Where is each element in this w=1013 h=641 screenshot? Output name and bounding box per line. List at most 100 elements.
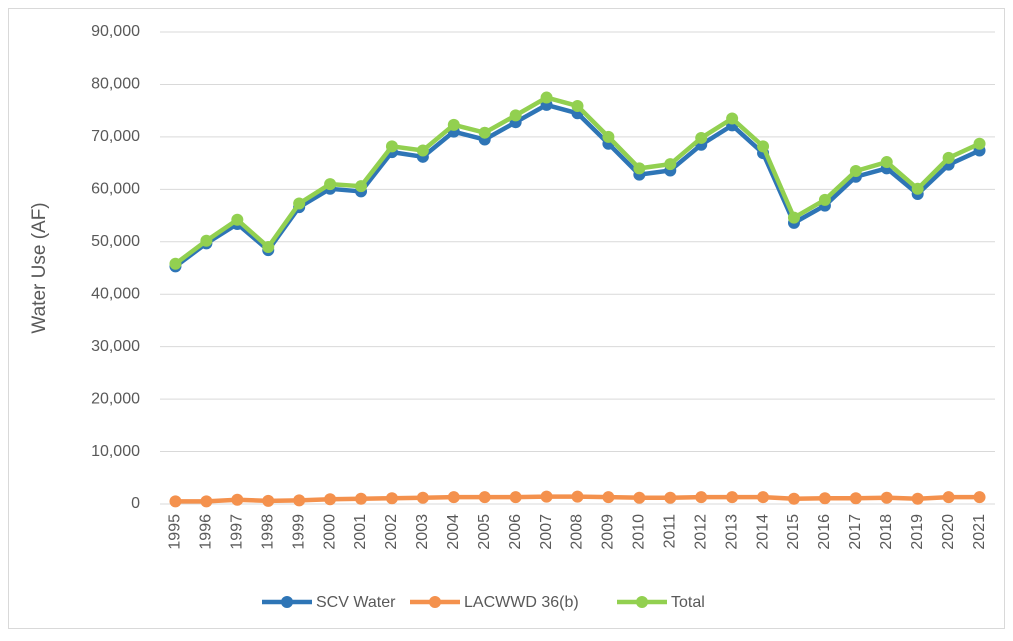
y-tick-label: 40,000 <box>91 285 140 302</box>
x-tick-label: 2004 <box>445 514 462 550</box>
x-tick-label: 2010 <box>631 514 648 550</box>
point <box>540 91 553 104</box>
x-tick-label: 2008 <box>569 514 586 550</box>
point <box>200 234 213 247</box>
point <box>818 193 831 206</box>
x-tick-label: 2019 <box>909 514 926 550</box>
point <box>355 492 368 505</box>
point <box>447 118 460 131</box>
point <box>911 492 924 505</box>
point <box>787 211 800 224</box>
point <box>478 126 491 139</box>
point <box>324 493 337 506</box>
x-tick-label: 2014 <box>754 514 771 550</box>
point <box>416 491 429 504</box>
point <box>293 494 306 507</box>
point <box>231 213 244 226</box>
point <box>385 492 398 505</box>
point <box>478 491 491 504</box>
legend-label: Total <box>671 594 705 611</box>
legend-label: SCV Water <box>316 594 396 611</box>
y-tick-label: 60,000 <box>91 181 140 198</box>
x-tick-label: 2000 <box>321 514 338 550</box>
legend-marker <box>636 596 648 608</box>
x-tick-label: 1996 <box>198 514 215 550</box>
point <box>262 494 275 507</box>
point <box>633 162 646 175</box>
point <box>262 241 275 254</box>
x-tick-label: 2005 <box>476 514 493 550</box>
point <box>231 493 244 506</box>
x-tick-label: 2012 <box>692 514 709 550</box>
x-tick-label: 2021 <box>971 514 988 550</box>
x-tick-label: 2013 <box>723 514 740 550</box>
y-tick-label: 50,000 <box>91 233 140 250</box>
y-tick-label: 80,000 <box>91 76 140 93</box>
point <box>757 140 770 153</box>
x-tick-label: 2006 <box>507 514 524 550</box>
point <box>169 495 182 508</box>
point <box>973 491 986 504</box>
point <box>942 491 955 504</box>
legend-marker <box>429 596 441 608</box>
point <box>200 495 213 508</box>
point <box>880 156 893 169</box>
point <box>664 491 677 504</box>
y-tick-label: 30,000 <box>91 338 140 355</box>
point <box>849 164 862 177</box>
x-tick-label: 2017 <box>847 514 864 550</box>
x-tick-label: 1997 <box>229 514 246 550</box>
x-tick-label: 2002 <box>383 514 400 550</box>
point <box>942 151 955 164</box>
y-tick-label: 10,000 <box>91 443 140 460</box>
x-tick-label: 1998 <box>259 514 276 550</box>
point <box>633 491 646 504</box>
point <box>880 491 893 504</box>
x-tick-label: 2001 <box>352 514 369 550</box>
point <box>818 492 831 505</box>
point <box>602 130 615 143</box>
point <box>695 491 708 504</box>
y-tick-label: 70,000 <box>91 128 140 145</box>
point <box>509 109 522 122</box>
x-tick-label: 1999 <box>290 514 307 550</box>
point <box>324 178 337 191</box>
point <box>726 491 739 504</box>
chart-border <box>8 8 1005 629</box>
point <box>664 158 677 171</box>
point <box>509 491 522 504</box>
y-tick-label: 90,000 <box>91 23 140 40</box>
x-tick-label: 2015 <box>785 514 802 550</box>
point <box>293 197 306 210</box>
point <box>571 99 584 112</box>
x-tick-label: 2007 <box>538 514 555 550</box>
point <box>385 140 398 153</box>
point <box>911 182 924 195</box>
y-tick-label: 0 <box>131 495 140 512</box>
point <box>695 131 708 144</box>
point <box>602 491 615 504</box>
point <box>416 144 429 157</box>
point <box>540 490 553 503</box>
point <box>169 257 182 270</box>
x-tick-label: 2018 <box>878 514 895 550</box>
y-tick-label: 20,000 <box>91 390 140 407</box>
y-axis-title: Water Use (AF) <box>29 202 50 333</box>
point <box>355 180 368 193</box>
point <box>973 137 986 150</box>
x-tick-label: 2020 <box>940 514 957 550</box>
point <box>787 492 800 505</box>
point <box>849 492 862 505</box>
legend-marker <box>281 596 293 608</box>
point <box>447 491 460 504</box>
point <box>757 491 770 504</box>
x-tick-label: 2016 <box>816 514 833 550</box>
x-tick-label: 2003 <box>414 514 431 550</box>
point <box>571 490 584 503</box>
legend-label: LACWWD 36(b) <box>464 594 579 611</box>
x-tick-label: 2011 <box>661 514 678 549</box>
x-tick-label: 1995 <box>167 514 184 550</box>
point <box>726 112 739 125</box>
